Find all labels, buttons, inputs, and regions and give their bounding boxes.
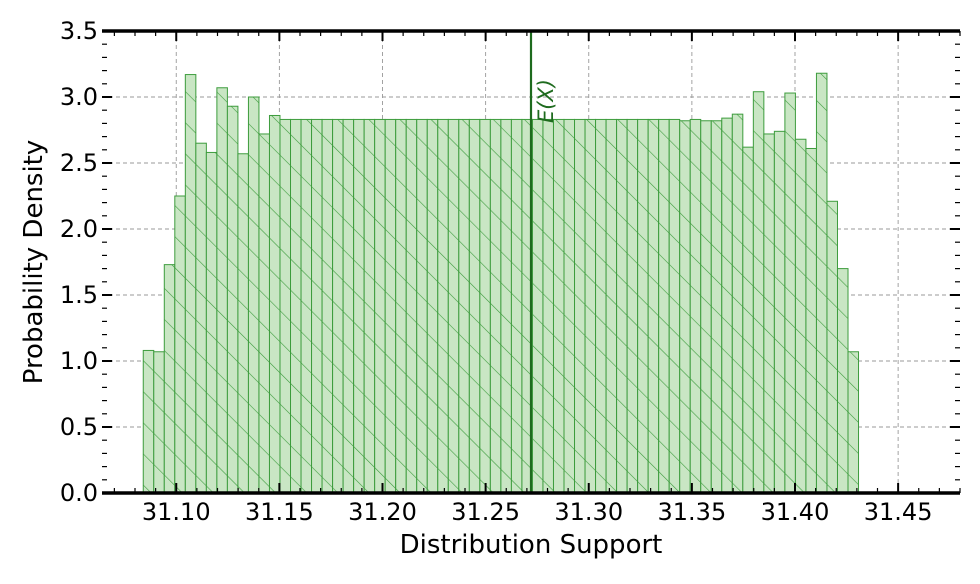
histogram-bar-hatch [679, 120, 691, 493]
x-tick-label: 31.30 [554, 498, 623, 526]
histogram-bar-hatch [205, 151, 218, 493]
x-tick-label: 31.45 [864, 498, 933, 526]
histogram-bar-hatch [384, 118, 397, 493]
histogram-bar-hatch [374, 118, 386, 493]
y-tick-label: 3.5 [60, 17, 98, 45]
histogram-bar-hatch [290, 118, 302, 493]
histogram-bar-hatch [342, 118, 355, 493]
y-tick-label: 0.0 [60, 479, 98, 507]
histogram-bar-hatch [510, 118, 523, 493]
histogram-bar-hatch [195, 142, 207, 493]
histogram-bar-hatch [668, 118, 681, 493]
histogram-bar-hatch [184, 74, 197, 493]
histogram-bar-hatch [616, 118, 628, 493]
histogram-bar-hatch [437, 118, 449, 493]
histogram-bar-hatch [805, 147, 817, 493]
histogram-bar-hatch [279, 118, 292, 493]
histogram-bar-hatch [458, 118, 470, 493]
histogram-bar-hatch [237, 153, 249, 493]
x-axis-title: Distribution Support [400, 530, 663, 560]
histogram-bar-hatch [700, 120, 712, 493]
histogram-bar-hatch [721, 117, 733, 493]
histogram-bar-hatch [552, 118, 565, 493]
histogram-bar-hatch [605, 118, 618, 493]
histogram-bar-hatch [416, 118, 428, 493]
y-tick-label: 0.5 [60, 413, 98, 441]
histogram-bar-hatch [647, 118, 660, 493]
histogram-bar-hatch [489, 118, 502, 493]
histogram-bar-hatch [794, 138, 807, 493]
histogram-bar-hatch [815, 72, 828, 493]
histogram-bar-hatch [752, 91, 765, 493]
histogram-bar-hatch [531, 118, 544, 493]
histogram-bar-hatch [626, 118, 639, 493]
histogram-bar-hatch [742, 146, 754, 493]
histogram-bar-hatch [226, 105, 239, 493]
x-tick-label: 31.15 [245, 498, 314, 526]
histogram-bar-hatch [658, 118, 670, 493]
histogram-bar-hatch [405, 118, 418, 493]
histogram-bar-hatch [595, 118, 607, 493]
histogram-bar-hatch [363, 118, 376, 493]
x-tick-label: 31.20 [348, 498, 417, 526]
mean-label: E(X) [534, 79, 558, 123]
histogram-bar-hatch [163, 264, 176, 493]
histogram-bar-hatch [689, 118, 702, 493]
x-tick-label: 31.35 [658, 498, 727, 526]
histogram-bar-hatch [216, 87, 228, 493]
histogram-bar-hatch [574, 118, 586, 493]
histogram-bar-hatch [174, 195, 186, 493]
histogram-bar-hatch [468, 118, 481, 493]
histogram-bar-hatch [637, 118, 649, 493]
histogram-bar-hatch [447, 118, 460, 493]
histogram-bar-hatch [826, 200, 838, 493]
y-tick-label: 1.5 [60, 281, 98, 309]
histogram-bar-hatch [247, 96, 260, 493]
histogram-bar-hatch [395, 118, 407, 493]
y-tick-label: 1.0 [60, 347, 98, 375]
x-tick-label: 31.40 [761, 498, 830, 526]
y-tick-label: 2.0 [60, 215, 98, 243]
histogram-bar-hatch [300, 118, 313, 493]
histogram-bar-hatch [773, 130, 786, 493]
histogram-bar-hatch [268, 114, 281, 493]
x-tick-label: 31.10 [142, 498, 211, 526]
plot-frame [102, 29, 960, 495]
axis-ticks: 31.10 31.15 31.20 31.25 31.30 31.35 31.40 31.45… [60, 17, 961, 526]
histogram-bar-hatch [479, 118, 491, 493]
histogram-bar-hatch [784, 92, 796, 493]
y-axis-title: Probability Density [19, 140, 49, 385]
histogram-bar-hatch [153, 351, 165, 493]
histogram-bar-hatch [311, 118, 323, 493]
histogram-bar-hatch [836, 268, 849, 493]
histogram-bars [142, 72, 860, 493]
x-tick-label: 31.25 [451, 498, 520, 526]
histogram-bar-hatch [847, 351, 860, 493]
histogram-bar-hatch [500, 118, 512, 493]
y-tick-label: 2.5 [60, 149, 98, 177]
histogram-bar-hatch [584, 118, 597, 493]
histogram-bar-hatch [142, 349, 155, 493]
histogram-bar-hatch [542, 118, 554, 493]
histogram-bar-hatch [426, 118, 439, 493]
histogram-bar-hatch [563, 118, 576, 493]
y-tick-label: 3.0 [60, 83, 98, 111]
histogram-bar-hatch [710, 120, 723, 493]
histogram-bar-hatch [763, 133, 775, 493]
histogram-bar-hatch [353, 118, 365, 493]
mean-marker: E(X) [529, 31, 558, 493]
histogram-bar-hatch [332, 118, 344, 493]
histogram-bar-hatch [731, 113, 744, 493]
histogram-bar-hatch [258, 133, 270, 493]
histogram-bar-hatch [321, 118, 334, 493]
